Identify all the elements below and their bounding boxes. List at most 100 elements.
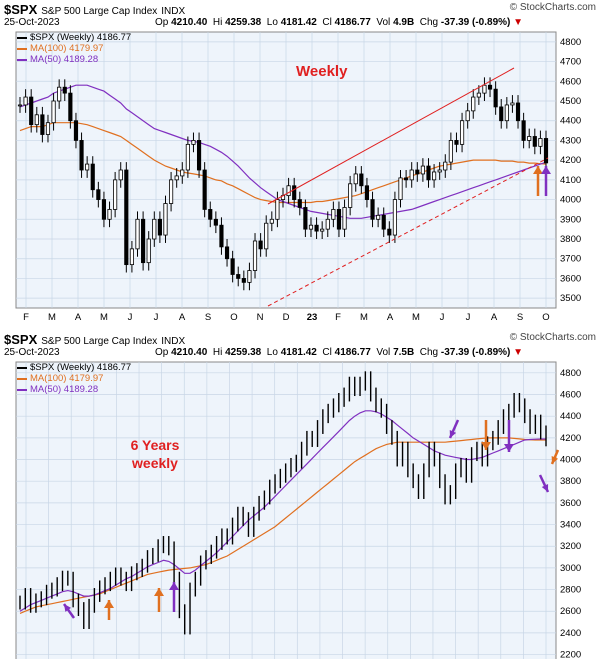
candle-body (409, 169, 414, 181)
y-tick-label: 3000 (560, 563, 581, 574)
candle-body (129, 248, 134, 266)
y-tick-label: 4400 (560, 411, 581, 422)
candle-body (269, 218, 274, 224)
exchange: INDX (161, 336, 186, 347)
x-tick-label: F (23, 312, 29, 322)
purple-arrow-1-head (64, 604, 72, 612)
y-tick-label: 3800 (560, 476, 581, 487)
chart-legend: $SPX (Weekly) 4186.77 MA(100) 4179.97 MA… (17, 362, 131, 395)
candle-body (420, 165, 425, 175)
x-tick-label: J (440, 312, 445, 322)
symbol: $SPX S&P 500 Large Cap Index INDX (4, 2, 186, 17)
source-credit[interactable]: © StockCharts.com (509, 2, 596, 13)
candle-body (34, 114, 39, 126)
candle-body (543, 138, 549, 164)
weekly-candlestick-chart: 3500 3600 3700 3800 3900 4000 4100 4200 4300 4400… (15, 31, 581, 322)
candle-body (454, 140, 459, 145)
candle-body (191, 140, 196, 145)
y-tick-label: 2800 (560, 585, 581, 596)
candle-body (364, 185, 370, 200)
y-tick-label: 2200 (560, 650, 581, 659)
price-stats: Op 4210.40 Hi 4259.38 Lo 4181.42 Cl 4186… (155, 17, 524, 28)
legend-ma50: MA(50) 4189.28 (17, 54, 131, 65)
x-tick-label: O (542, 312, 549, 322)
purple-arrow-5-head (541, 484, 549, 492)
candle-body (146, 238, 151, 264)
y-tick-label: 3700 (560, 254, 581, 265)
candle-body (157, 218, 162, 236)
candle-body (292, 185, 297, 200)
x-tick-label: F (335, 312, 341, 322)
legend-price: $SPX (Weekly) 4186.77 (17, 32, 131, 43)
candle-body (342, 207, 347, 230)
candle-body (504, 104, 509, 122)
y-tick-label: 4200 (560, 155, 581, 166)
candle-body (241, 278, 246, 283)
purple-arrow-3-head (449, 430, 457, 438)
candle-body (264, 222, 269, 250)
y-tick-label: 3900 (560, 214, 581, 225)
y-tick-label: 4000 (560, 455, 581, 466)
ma50-line (19, 410, 546, 612)
price-stats: Op 4210.40 Hi 4259.38 Lo 4181.42 Cl 4186… (155, 347, 524, 358)
candle-body (101, 199, 107, 220)
x-tick-label: D (283, 312, 290, 322)
purple-arrow-4-head (504, 444, 514, 452)
candle-body (40, 114, 45, 135)
legend-ma50: MA(50) 4189.28 (17, 384, 131, 395)
candle-body (163, 203, 168, 236)
candle-body (224, 246, 230, 260)
candle-body (320, 228, 325, 232)
candle-body (376, 214, 381, 220)
x-tick-label: J (466, 312, 471, 322)
candle-body (252, 240, 258, 271)
chart-legend: $SPX (Weekly) 4186.77 MA(100) 4179.97 MA… (17, 32, 131, 65)
candle-body (303, 207, 308, 230)
candle-body (185, 143, 190, 171)
candle-body (398, 177, 403, 200)
index-name: S&P 500 Large Cap Index (41, 6, 158, 17)
candle-body (17, 104, 23, 107)
candle-body (68, 92, 73, 122)
trend-line-lower (267, 157, 549, 307)
ma100-line (19, 437, 546, 614)
candle-body (219, 224, 224, 248)
chart-panel-6-years: $SPX S&P 500 Large Cap Index INDX © StockC… (0, 330, 602, 659)
x-tick-label: S (517, 312, 523, 322)
candle-body (286, 185, 291, 197)
candle-body (493, 88, 498, 108)
y-tick-label: 4400 (560, 116, 581, 127)
candle-body (415, 169, 420, 175)
candle-body (404, 177, 409, 181)
y-tick-label: 3800 (560, 234, 581, 245)
candle-body (538, 138, 543, 147)
candle-body (448, 140, 453, 163)
candle-body (118, 169, 123, 181)
x-tick-label: M (48, 312, 56, 322)
candle-body (443, 161, 448, 171)
candle-body (515, 102, 521, 122)
legend-ma100: MA(100) 4179.97 (17, 43, 131, 54)
candle-body (124, 169, 129, 266)
candle-body (236, 274, 241, 279)
purple-arrow-head (541, 166, 551, 174)
source-credit[interactable]: © StockCharts.com (509, 332, 596, 343)
candle-body (314, 224, 319, 232)
candle-body (135, 218, 140, 250)
candle-body (141, 218, 146, 264)
candle-body (258, 240, 263, 250)
candle-body (387, 228, 392, 236)
y-tick-label: 4800 (560, 37, 581, 48)
legend-price: $SPX (Weekly) 4186.77 (17, 362, 131, 373)
candle-body (510, 102, 515, 106)
y-tick-label: 2600 (560, 606, 581, 617)
candle-body (107, 209, 112, 220)
candle-body (499, 106, 504, 122)
index-name: S&P 500 Large Cap Index (41, 336, 158, 347)
orange-arrow-4-head (551, 456, 559, 464)
candle-body (180, 169, 185, 177)
candle-body (465, 110, 470, 122)
candle-body (169, 179, 174, 204)
candle-body (437, 169, 442, 173)
purple-arrow-2-head (169, 582, 179, 590)
